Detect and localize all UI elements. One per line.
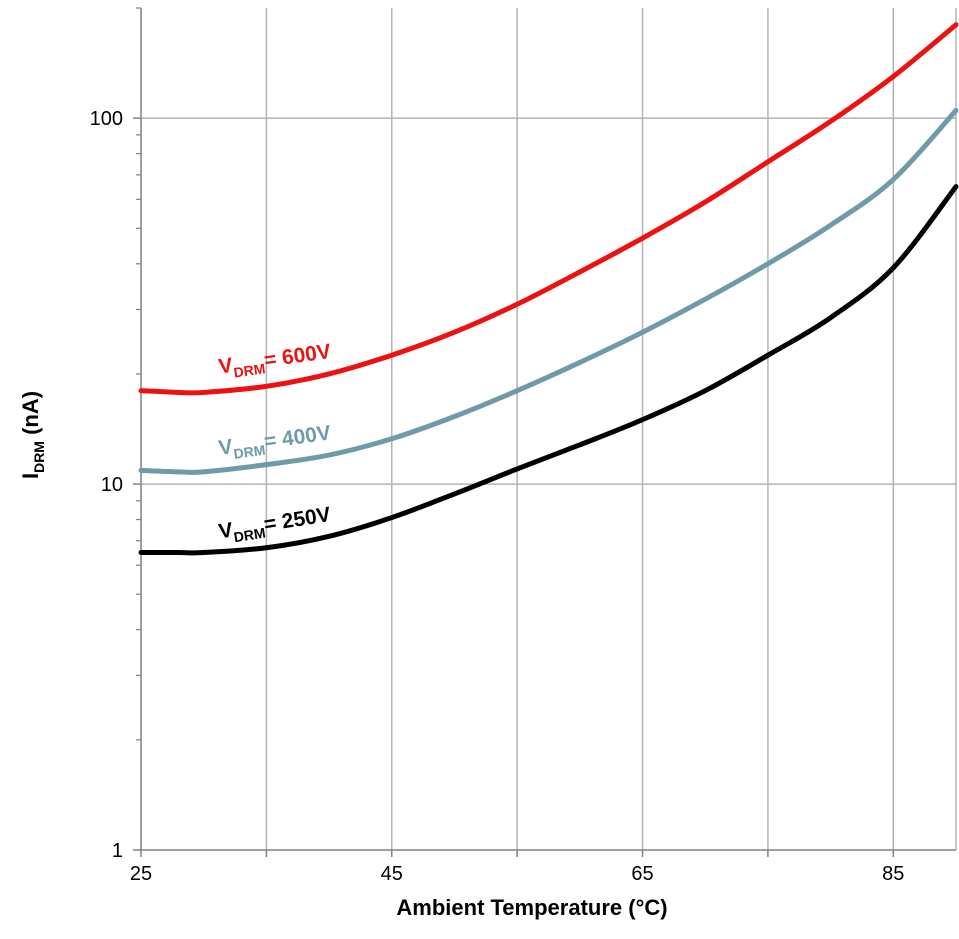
grid [141, 8, 957, 850]
series-label: VDRM= 400V [217, 421, 333, 463]
series-lines [138, 22, 959, 556]
x-tick-label: 65 [631, 863, 653, 885]
series-line [138, 107, 959, 475]
series-line [138, 22, 959, 396]
series-label: VDRM= 250V [217, 503, 333, 547]
y-axis-title-rest: (nA) [18, 391, 43, 441]
tick-labels: 25 45 65 85 1 10 100 [90, 108, 905, 885]
y-axis-title-main: I [18, 473, 43, 479]
y-tick-label: 100 [90, 108, 123, 130]
y-axis-title-sub: DRM [31, 441, 47, 473]
x-tick-label: 85 [882, 863, 904, 885]
y-tick-label: 1 [112, 840, 123, 862]
x-axis-title: Ambient Temperature (°C) [396, 895, 667, 920]
x-tick-label: 25 [130, 863, 152, 885]
y-tick-label: 10 [101, 474, 123, 496]
series-line [138, 184, 959, 556]
x-tick-label: 45 [381, 863, 403, 885]
axes [133, 7, 956, 857]
y-axis-title: IDRM (nA) [18, 391, 47, 479]
